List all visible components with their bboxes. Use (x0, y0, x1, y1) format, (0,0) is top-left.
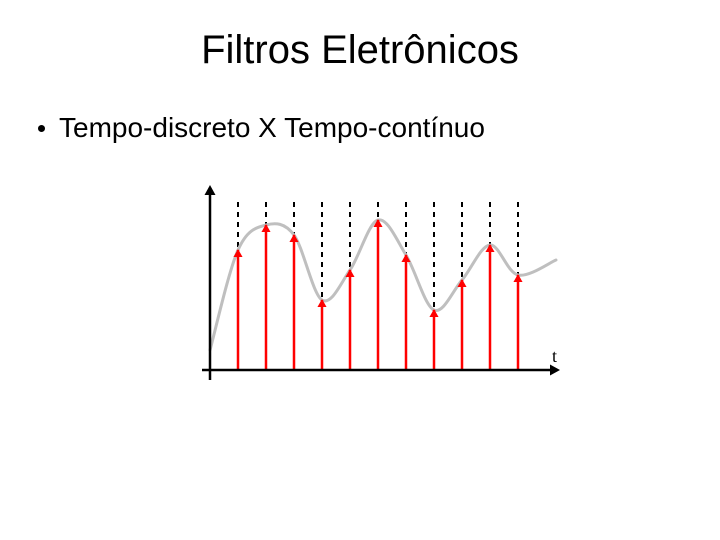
chart-svg: t (160, 180, 560, 400)
bullet-item: Tempo-discreto X Tempo-contínuo (38, 112, 485, 144)
bullet-text: Tempo-discreto X Tempo-contínuo (59, 112, 485, 144)
signal-chart: t (160, 180, 560, 400)
slide: Filtros Eletrônicos Tempo-discreto X Tem… (0, 0, 720, 540)
bullet-dot-icon (38, 125, 45, 132)
svg-text:t: t (552, 346, 557, 366)
slide-title: Filtros Eletrônicos (0, 28, 720, 73)
